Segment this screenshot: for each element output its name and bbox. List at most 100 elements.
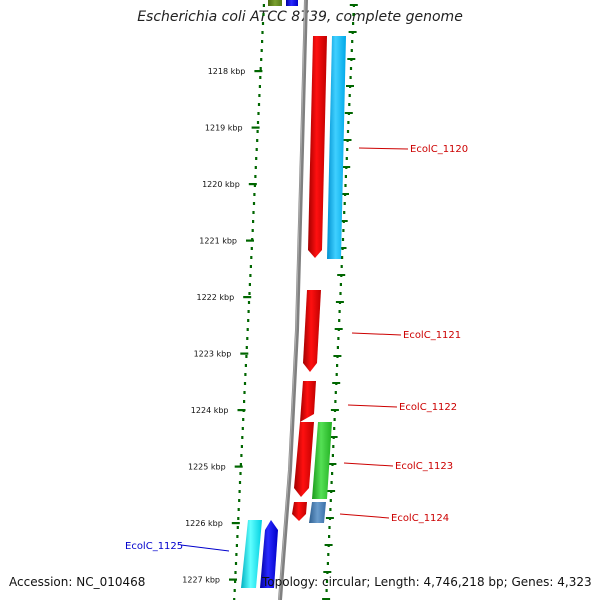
ruler-minor-tick — [344, 112, 353, 114]
ruler-dot-outer — [328, 526, 331, 529]
ruler-dot-outer — [340, 265, 343, 268]
ruler-minor-tick — [342, 166, 351, 168]
ruler-dot-outer — [333, 427, 336, 430]
gene-label-ecolc-1122: EcolC_1122 — [399, 402, 457, 413]
ruler-dot-inner — [256, 121, 260, 124]
leader-line-ecolc-1123 — [343, 462, 394, 467]
ruler-dot-inner — [244, 373, 247, 376]
scale-major-tick — [237, 409, 246, 412]
gene-label-ecolc-1120: EcolC_1120 — [410, 144, 468, 155]
ruler-minor-tick — [341, 193, 349, 195]
ruler-dot-inner — [247, 319, 250, 322]
ruler-minor-tick — [332, 382, 341, 384]
ruler-dot-inner — [239, 472, 242, 475]
gene-feature-ecolc-1124-steel[interactable] — [309, 502, 326, 523]
ruler — [233, 4, 358, 600]
topology-text: Topology: circular; Length: 4,746,218 bp… — [262, 575, 592, 589]
scale-tick-label: 1219 kbp — [205, 124, 243, 133]
genome-backbone-highlight — [278, 0, 306, 600]
gene-feature-ecolc-1120[interactable] — [308, 36, 327, 258]
scale-tick-label: 1226 kbp — [185, 519, 223, 528]
gene-label-ecolc-1123: EcolC_1123 — [395, 461, 453, 472]
ruler-minor-tick — [325, 517, 334, 519]
ruler-minor-tick — [328, 463, 337, 465]
ruler-dot-outer — [336, 346, 339, 349]
ruler-dot-inner — [237, 517, 240, 520]
gene-feature-ecolc-1125[interactable] — [241, 520, 262, 588]
ruler-dot-inner — [242, 418, 245, 421]
gene-feature-ecolc-1125-blue[interactable] — [260, 520, 278, 588]
ruler-dot-inner — [243, 391, 246, 394]
ruler-dot-inner — [257, 112, 260, 115]
gene-feature-ecolc-1123-green[interactable] — [312, 422, 332, 499]
ruler-dot-outer — [349, 76, 352, 79]
scale-tick-label: 1220 kbp — [202, 180, 240, 189]
ruler-dot-inner — [241, 427, 244, 430]
ruler-dot-outer — [331, 472, 334, 475]
ruler-minor-tick — [339, 220, 348, 222]
gene-feature-ecolc-1120-reverse[interactable] — [327, 36, 346, 259]
ruler-dot-outer — [346, 130, 350, 133]
gene-feature-ecolc-1121[interactable] — [303, 290, 321, 372]
ruler-dot-outer — [338, 319, 341, 322]
ruler-dot-outer — [332, 445, 335, 448]
ruler-dot-inner — [245, 346, 248, 349]
scale-major-tick — [251, 126, 260, 129]
ruler-dot-outer — [343, 211, 346, 214]
ruler-minor-tick — [333, 355, 342, 357]
gene-feature-ecolc-1124[interactable] — [292, 502, 307, 521]
scale-major-tick — [246, 239, 254, 242]
ruler-dot-outer — [341, 238, 345, 241]
ruler-dot-outer — [335, 373, 338, 376]
ruler-minor-tick — [347, 58, 356, 60]
ruler-minor-tick — [334, 328, 343, 330]
ruler-minor-tick — [349, 4, 358, 6]
gene-label-ecolc-1125: EcolC_1125 — [125, 541, 183, 552]
gene-feature-ecolc-1123[interactable] — [294, 422, 314, 497]
ruler-dot-inner — [241, 436, 244, 439]
ruler-dot-inner — [234, 571, 237, 574]
ruler-dot-inner — [244, 364, 247, 367]
ruler-dot-outer — [349, 67, 353, 70]
ruler-minor-tick — [338, 247, 347, 249]
ruler-minor-tick — [329, 436, 338, 438]
ruler-dot-outer — [325, 589, 328, 592]
accession-text: Accession: NC_010468 — [9, 575, 146, 589]
scale-tick-label: 1218 kbp — [208, 67, 246, 76]
ruler-dot-outer — [338, 310, 341, 313]
scale-major-tick — [243, 296, 252, 299]
ruler-dot-inner — [259, 76, 262, 79]
ruler-minor-tick — [346, 85, 354, 87]
scale-tick-label: 1225 kbp — [188, 463, 226, 472]
leader-line-ecolc-1125 — [180, 544, 230, 552]
ruler-dot-inner — [243, 382, 247, 385]
ruler-dot-outer — [344, 184, 347, 187]
ruler-dot-inner — [233, 598, 236, 600]
ruler-dot-inner — [238, 490, 241, 493]
ruler-minor-tick — [343, 139, 352, 141]
ruler-minor-tick — [348, 31, 357, 33]
cds-feature-partial[interactable] — [286, 0, 298, 6]
ruler-dot-outer — [328, 535, 331, 538]
ruler-dot-inner — [234, 580, 237, 583]
ruler-dot-inner — [258, 85, 261, 88]
ruler-dot-inner — [254, 166, 257, 169]
ruler-dot-inner — [256, 130, 259, 133]
scale-major-tick — [229, 578, 237, 581]
ruler-dot-inner — [238, 499, 241, 502]
ruler-minor-tick — [335, 301, 344, 303]
gene-feature-ecolc-1122[interactable] — [300, 381, 316, 422]
ruler-dot-inner — [254, 175, 257, 178]
scale-major-tick — [254, 70, 263, 73]
ruler-dot-outer — [334, 391, 337, 394]
ruler-dot-inner — [255, 148, 258, 151]
scale-major-tick — [240, 352, 249, 355]
cds-feature-partial[interactable] — [268, 0, 282, 6]
ruler-minor-tick — [323, 571, 332, 573]
ruler-dot-inner — [246, 328, 249, 331]
ruler-dot-inner — [235, 544, 238, 547]
scale-major-tick — [234, 465, 243, 468]
ruler-dot-outer — [325, 580, 329, 583]
ruler-minor-tick — [330, 409, 339, 411]
ruler-dot-inner — [261, 31, 264, 34]
